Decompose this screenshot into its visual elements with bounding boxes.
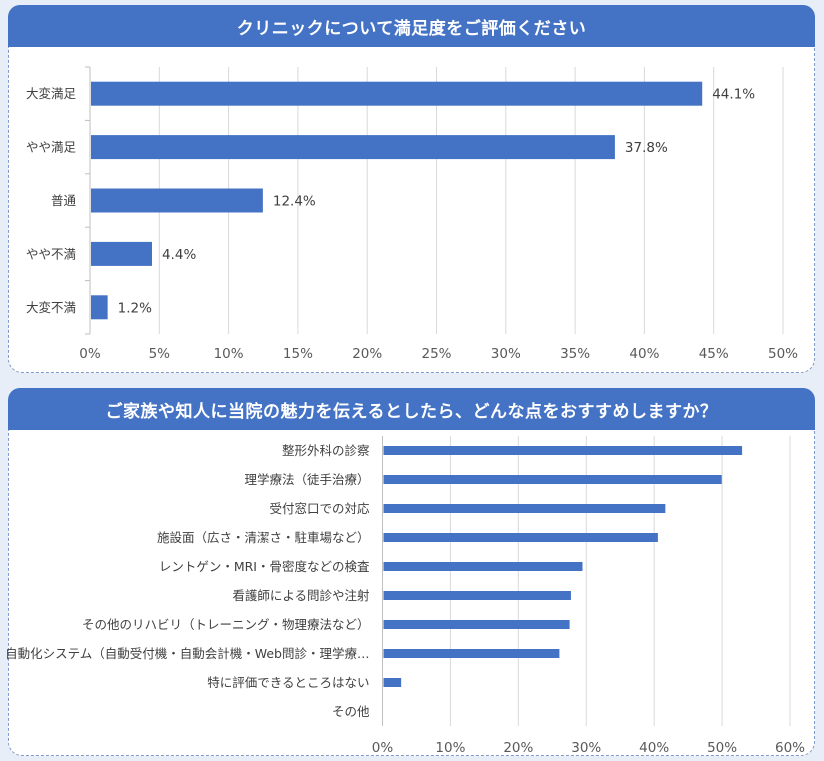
bar xyxy=(91,188,263,213)
category-label: レントゲン・MRI・骨密度などの検査 xyxy=(159,559,370,574)
bar xyxy=(91,295,108,320)
bar xyxy=(383,475,722,484)
bar xyxy=(383,562,583,571)
category-label: 理学療法（徒手治療） xyxy=(244,472,369,487)
category-label: やや不満 xyxy=(26,246,76,261)
bar xyxy=(383,649,560,658)
bar xyxy=(91,241,152,266)
bar xyxy=(91,81,703,106)
x-tick-label: 50% xyxy=(707,740,737,756)
x-tick-label: 10% xyxy=(435,740,465,756)
x-tick-label: 0% xyxy=(372,740,394,756)
bar xyxy=(383,620,570,629)
x-tick-label: 25% xyxy=(421,346,451,362)
category-label: 看護師による問診や注射 xyxy=(232,588,369,603)
satisfaction-bar-chart: 0% 5% 10% 15% 20% 25% 30% 35% 40% 45% 50% 大変満足 44.1%… xyxy=(26,66,798,362)
x-tick-label: 30% xyxy=(571,740,601,756)
category-label: 大変不満 xyxy=(26,300,76,315)
bar xyxy=(383,591,571,600)
x-tick-label: 40% xyxy=(639,740,669,756)
category-label: 大変満足 xyxy=(26,86,77,101)
category-label: やや満足 xyxy=(26,140,77,155)
data-label: 44.1% xyxy=(712,87,755,103)
data-label: 12.4% xyxy=(273,194,316,210)
category-label: 自動化システム（自動受付機・自動会計機・Web問診・理学療… xyxy=(5,646,369,661)
x-tick-label: 15% xyxy=(283,346,313,362)
category-label: その他のリハビリ（トレーニング・物理療法など） xyxy=(82,617,370,632)
bar xyxy=(383,446,743,455)
bar xyxy=(91,135,615,160)
category-label: 特に評価できるところはない xyxy=(207,675,369,690)
recommendation-chart-panel: ご家族や知人に当院の魅力を伝えるとしたら、どんな点をおすすめしますか？ 0% 10… xyxy=(5,388,815,756)
data-label: 1.2% xyxy=(118,300,152,316)
x-tick-label: 20% xyxy=(503,740,533,756)
x-tick-label: 30% xyxy=(491,346,521,362)
category-label: 整形外科の診察 xyxy=(282,443,370,458)
x-tick-label: 5% xyxy=(149,346,171,362)
bar xyxy=(383,533,658,542)
satisfaction-chart-title: クリニックについて満足度をご評価ください xyxy=(8,5,815,47)
x-tick-label: 50% xyxy=(768,346,798,362)
category-label: その他 xyxy=(332,704,370,719)
satisfaction-chart-panel: クリニックについて満足度をご評価ください 0% 5% 10% 15% 20% 25% 30%… xyxy=(8,5,815,373)
x-tick-label: 0% xyxy=(79,346,101,362)
data-label: 4.4% xyxy=(162,247,196,263)
category-label: 普通 xyxy=(51,193,77,208)
data-label: 37.8% xyxy=(625,140,668,156)
category-label: 受付窓口での対応 xyxy=(269,501,370,516)
category-label: 施設面（広さ・清潔さ・駐車場など） xyxy=(157,530,370,545)
x-tick-label: 40% xyxy=(629,346,659,362)
x-tick-label: 10% xyxy=(214,346,244,362)
x-tick-label: 20% xyxy=(352,346,382,362)
recommendation-chart-title: ご家族や知人に当院の魅力を伝えるとしたら、どんな点をおすすめしますか？ xyxy=(8,388,815,430)
x-tick-label: 60% xyxy=(775,740,805,756)
bar xyxy=(383,504,666,513)
bar xyxy=(383,678,402,687)
x-tick-label: 45% xyxy=(699,346,729,362)
x-tick-label: 35% xyxy=(560,346,590,362)
